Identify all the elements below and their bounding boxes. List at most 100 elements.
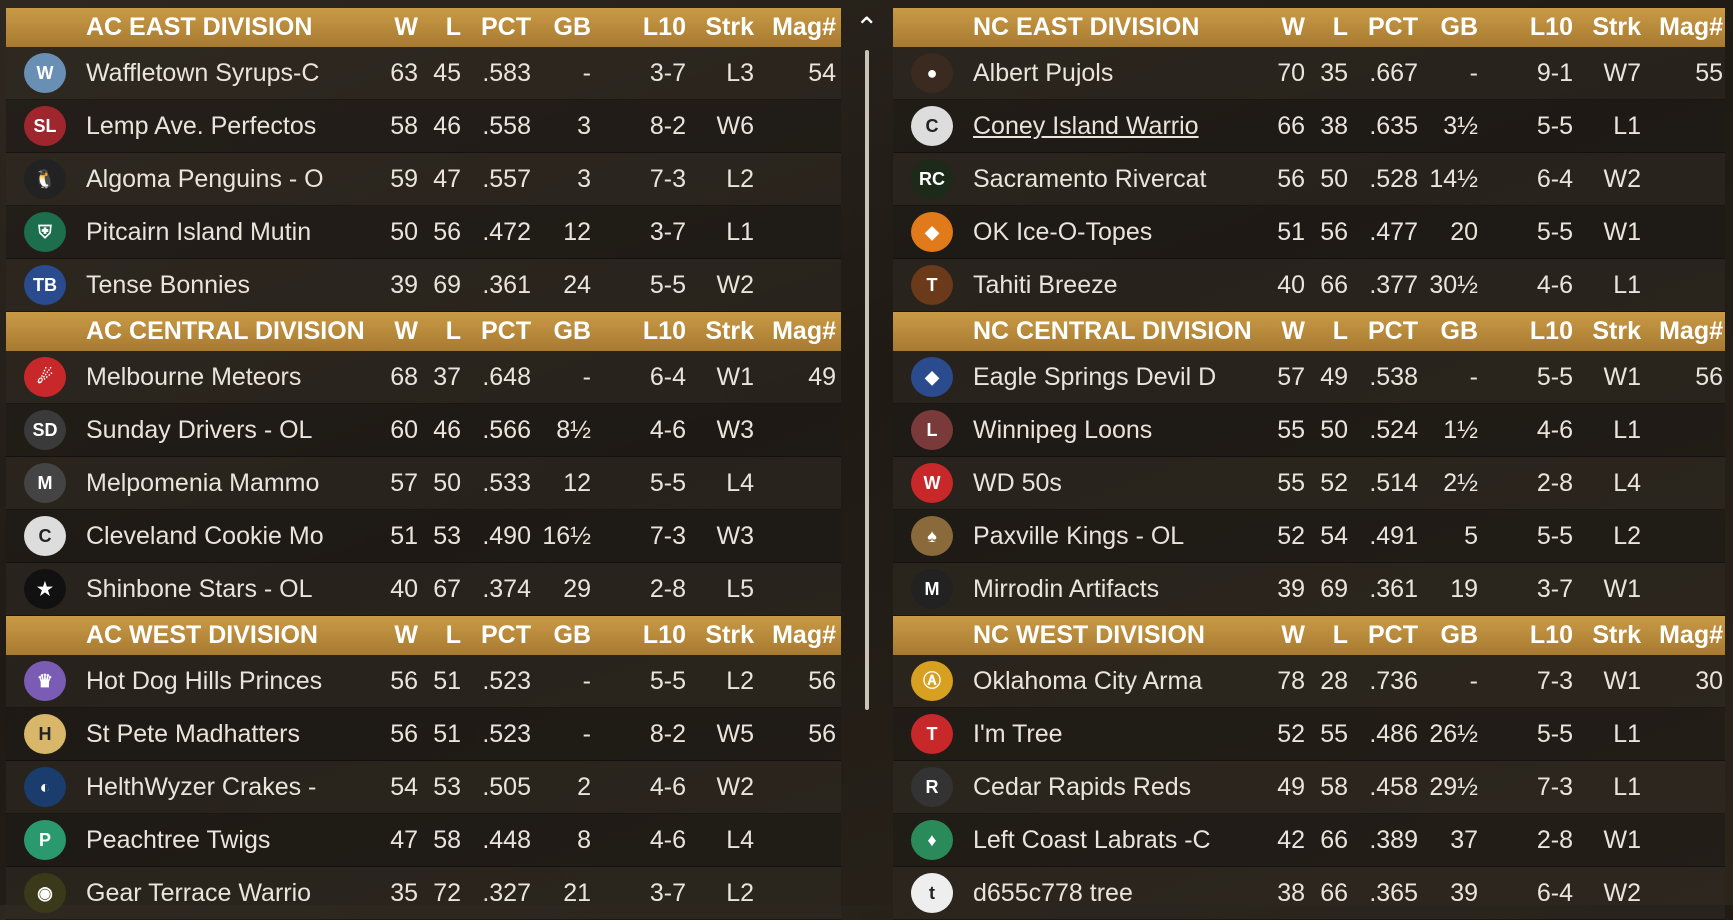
team-w: 60 <box>390 416 418 444</box>
team-l: 67 <box>433 575 461 603</box>
team-name[interactable]: Left Coast Labrats -C <box>973 826 1211 854</box>
team-row[interactable]: C Coney Island Warrio 66 38 .635 3½ 5-5 L1 <box>893 100 1725 153</box>
team-gb: 20 <box>1450 218 1478 246</box>
team-strk: W1 <box>1603 363 1642 391</box>
team-pct: .524 <box>1369 416 1418 444</box>
team-name[interactable]: I'm Tree <box>973 720 1063 748</box>
team-row[interactable]: SD Sunday Drivers - OL 60 46 .566 8½ 4-6 W3 <box>6 404 841 457</box>
team-name[interactable]: Algoma Penguins - O <box>86 165 324 193</box>
team-row[interactable]: TB Tense Bonnies 39 69 .361 24 5-5 W2 <box>6 259 841 312</box>
team-row[interactable]: T Tahiti Breeze 40 66 .377 30½ 4-6 L1 <box>893 259 1725 312</box>
team-l: 50 <box>1320 165 1348 193</box>
team-name[interactable]: Shinbone Stars - OL <box>86 575 313 603</box>
team-row[interactable]: ⛨ Pitcairn Island Mutin 50 56 .472 12 3-7 L1 <box>6 206 841 259</box>
team-name[interactable]: Melbourne Meteors <box>86 363 302 391</box>
team-row[interactable]: ♛ Hot Dog Hills Princes 56 51 .523 - 5-5 L2 56 <box>6 655 841 708</box>
team-pct: .533 <box>482 469 531 497</box>
team-name[interactable]: Melpomenia Mammo <box>86 469 320 497</box>
team-row[interactable]: C Cleveland Cookie Mo 51 53 .490 16½ 7-3 W3 <box>6 510 841 563</box>
team-name[interactable]: Hot Dog Hills Princes <box>86 667 323 695</box>
team-name[interactable]: St Pete Madhatters <box>86 720 301 748</box>
sd-monogram-icon: SD <box>24 410 66 450</box>
team-pct: .448 <box>482 826 531 854</box>
team-strk: L2 <box>726 667 754 695</box>
team-name[interactable]: Eagle Springs Devil D <box>973 363 1217 391</box>
team-name[interactable]: Sunday Drivers - OL <box>86 416 313 444</box>
team-name[interactable]: Gear Terrace Warrio <box>86 879 312 907</box>
team-row[interactable]: ● Albert Pujols 70 35 .667 - 9-1 W7 55 <box>893 47 1725 100</box>
team-name[interactable]: OK Ice-O-Topes <box>973 218 1153 246</box>
team-row[interactable]: P Peachtree Twigs 47 58 .448 8 4-6 L4 <box>6 814 841 867</box>
team-pct: .528 <box>1369 165 1418 193</box>
col-header-pct: PCT <box>481 13 531 41</box>
team-row[interactable]: RC Sacramento Rivercat 56 50 .528 14½ 6-4 W2 <box>893 153 1725 206</box>
team-l10: 3-7 <box>649 59 686 87</box>
division-rows: ◆ Eagle Springs Devil D 57 49.538-5-5 W1 56 L W… <box>893 351 1725 616</box>
team-name[interactable]: Lemp Ave. Perfectos <box>86 112 317 140</box>
team-row[interactable]: ☄ Melbourne Meteors 68 37 .648 - 6-4 W1 49 <box>6 351 841 404</box>
team-name[interactable]: WD 50s <box>973 469 1062 497</box>
ac-standings-panel: AC EAST DIVISION W L PCT GB L10 Strk Mag# W Waffl… <box>6 8 841 920</box>
team-name[interactable]: Waffletown Syrups-C <box>86 59 320 87</box>
team-strk: W1 <box>1603 575 1642 603</box>
division-title: AC WEST DIVISION <box>86 621 318 649</box>
team-row[interactable]: ★ Shinbone Stars - OL 40 67 .374 29 2-8 L5 <box>6 563 841 616</box>
team-name[interactable]: Tense Bonnies <box>86 271 251 299</box>
team-row[interactable]: H St Pete Madhatters 56 51 .523 - 8-2 W5 56 <box>6 708 841 761</box>
team-gb: - <box>1469 667 1478 695</box>
team-gb: 21 <box>563 879 591 907</box>
team-row[interactable]: ◉ Gear Terrace Warrio 35 72 .327 21 3-7 L2 <box>6 867 841 920</box>
team-strk: L1 <box>1613 271 1641 299</box>
team-name[interactable]: Pitcairn Island Mutin <box>86 218 312 246</box>
team-row[interactable]: R Cedar Rapids Reds 49 58 .458 29½ 7-3 L1 <box>893 761 1725 814</box>
team-row[interactable]: ◆ Eagle Springs Devil D 57 49 .538 - 5-5 W1 56 <box>893 351 1725 404</box>
team-row[interactable]: M Mirrodin Artifacts 39 69 .361 19 3-7 W1 <box>893 563 1725 616</box>
col-header-pct: PCT <box>1368 13 1418 41</box>
devil-dog-icon: ◆ <box>911 357 953 397</box>
team-row[interactable]: M Melpomenia Mammo 57 50 .533 12 5-5 L4 <box>6 457 841 510</box>
team-row[interactable]: SL Lemp Ave. Perfectos 58 46 .558 3 8-2 W6 <box>6 100 841 153</box>
team-name[interactable]: Peachtree Twigs <box>86 826 271 854</box>
team-name[interactable]: Coney Island Warrio <box>973 112 1199 140</box>
team-name[interactable]: Sacramento Rivercat <box>973 165 1207 193</box>
team-row[interactable]: ◆ OK Ice-O-Topes 51 56 .477 20 5-5 W1 <box>893 206 1725 259</box>
col-header-mag: Mag# <box>772 13 836 41</box>
team-name[interactable]: Albert Pujols <box>973 59 1114 87</box>
team-row[interactable]: 🐧 Algoma Penguins - O 59 47 .557 3 7-3 L2 <box>6 153 841 206</box>
team-l10: 8-2 <box>649 112 686 140</box>
team-row[interactable]: W Waffletown Syrups-C 63 45 .583 - 3-7 L3 54 <box>6 47 841 100</box>
team-gb: 1½ <box>1443 416 1478 444</box>
team-name[interactable]: Mirrodin Artifacts <box>973 575 1160 603</box>
team-l10: 2-8 <box>1536 469 1573 497</box>
scroll-track[interactable] <box>865 50 869 710</box>
team-row[interactable]: T I'm Tree 52 55 .486 26½ 5-5 L1 <box>893 708 1725 761</box>
team-l: 28 <box>1320 667 1348 695</box>
p-square-icon: P <box>24 820 66 860</box>
team-name[interactable]: Cedar Rapids Reds <box>973 773 1192 801</box>
col-header-l: L <box>1332 13 1348 41</box>
team-strk: L4 <box>726 469 754 497</box>
team-row[interactable]: Ⓐ Oklahoma City Arma 78 28 .736 - 7-3 W1 30 <box>893 655 1725 708</box>
team-name[interactable]: Cleveland Cookie Mo <box>86 522 324 550</box>
team-name[interactable]: Tahiti Breeze <box>973 271 1118 299</box>
team-row[interactable]: ♠ Paxville Kings - OL 52 54 .491 5 5-5 L2 <box>893 510 1725 563</box>
team-row[interactable]: ♦ Left Coast Labrats -C 42 66 .389 37 2-8 W1 <box>893 814 1725 867</box>
team-name[interactable]: HelthWyzer Crakes - <box>86 773 317 801</box>
team-row[interactable]: L Winnipeg Loons 55 50 .524 1½ 4-6 L1 <box>893 404 1725 457</box>
team-strk: W1 <box>1603 667 1642 695</box>
team-row[interactable]: t d655c778 tree 38 66 .365 39 6-4 W2 <box>893 867 1725 920</box>
team-name[interactable]: d655c778 tree <box>973 879 1133 907</box>
team-row[interactable]: ◐ HelthWyzer Crakes - 54 53 .505 2 4-6 W2 <box>6 761 841 814</box>
team-gb: 2½ <box>1443 469 1478 497</box>
team-name[interactable]: Oklahoma City Arma <box>973 667 1203 695</box>
h-circle-icon: H <box>24 714 66 754</box>
scroll-up-icon[interactable]: ⌃ <box>855 12 879 43</box>
team-row[interactable]: W WD 50s 55 52 .514 2½ 2-8 L4 <box>893 457 1725 510</box>
col-header-mag: Mag# <box>1659 621 1723 649</box>
team-name[interactable]: Winnipeg Loons <box>973 416 1153 444</box>
scrollbar[interactable]: ⌃ <box>855 10 879 710</box>
division-rows: Ⓐ Oklahoma City Arma 78 28 .736 - 7-3 W1 30 T I'm … <box>893 655 1725 920</box>
team-strk: L3 <box>726 59 754 87</box>
team-name[interactable]: Paxville Kings - OL <box>973 522 1185 550</box>
team-w: 38 <box>1277 879 1305 907</box>
